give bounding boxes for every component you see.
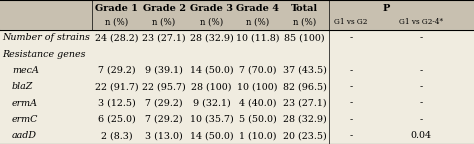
Text: 9 (32.1): 9 (32.1) [192,99,230,108]
Text: G1 vs G2: G1 vs G2 [334,18,367,26]
Text: 22 (91.7): 22 (91.7) [95,82,138,91]
Text: Number of strains: Number of strains [2,33,90,42]
Text: 28 (100): 28 (100) [191,82,232,91]
Text: 0.04: 0.04 [410,131,431,140]
Text: -: - [419,33,422,42]
Text: 3 (13.0): 3 (13.0) [145,131,183,140]
Text: 10 (35.7): 10 (35.7) [190,115,233,124]
Text: n (%): n (%) [293,18,317,27]
Text: 22 (95.7): 22 (95.7) [142,82,186,91]
Text: -: - [419,66,422,75]
Text: 23 (27.1): 23 (27.1) [142,33,186,42]
Text: 20 (23.5): 20 (23.5) [283,131,327,140]
Text: -: - [419,82,422,91]
Bar [0,0,474,30]
Text: 24 (28.2): 24 (28.2) [95,33,138,42]
Text: 3 (12.5): 3 (12.5) [98,99,136,108]
Text: mecA: mecA [12,66,39,75]
Text: 7 (70.0): 7 (70.0) [238,66,276,75]
Text: 9 (39.1): 9 (39.1) [145,66,183,75]
Text: 14 (50.0): 14 (50.0) [190,131,233,140]
Text: n (%): n (%) [105,18,128,27]
Text: Grade 3: Grade 3 [190,4,233,13]
Text: n (%): n (%) [200,18,223,27]
Text: 28 (32.9): 28 (32.9) [283,115,327,124]
Text: 23 (27.1): 23 (27.1) [283,99,327,108]
Text: 14 (50.0): 14 (50.0) [190,66,233,75]
Text: 7 (29.2): 7 (29.2) [145,99,183,108]
Text: aadD: aadD [12,131,37,140]
Text: 85 (100): 85 (100) [284,33,325,42]
Text: n (%): n (%) [152,18,176,27]
Text: -: - [349,66,352,75]
Text: -: - [349,82,352,91]
Text: -: - [349,131,352,140]
Text: -: - [349,99,352,108]
Text: 1 (10.0): 1 (10.0) [238,131,276,140]
Text: 7 (29.2): 7 (29.2) [98,66,136,75]
Bar [0,30,474,144]
Text: 5 (50.0): 5 (50.0) [238,115,276,124]
Text: ermC: ermC [12,115,38,124]
Text: ermA: ermA [12,99,38,108]
Text: -: - [419,115,422,124]
Text: Total: Total [291,4,319,13]
Text: 4 (40.0): 4 (40.0) [238,99,276,108]
Text: 28 (32.9): 28 (32.9) [190,33,233,42]
Text: 10 (100): 10 (100) [237,82,278,91]
Text: Grade 4: Grade 4 [236,4,279,13]
Text: Grade 1: Grade 1 [95,4,138,13]
Text: blaZ: blaZ [12,82,33,91]
Text: -: - [349,33,352,42]
Text: Grade 2: Grade 2 [143,4,185,13]
Text: G1 vs G2-4*: G1 vs G2-4* [399,18,443,26]
Text: 10 (11.8): 10 (11.8) [236,33,279,42]
Text: 6 (25.0): 6 (25.0) [98,115,136,124]
Text: 2 (8.3): 2 (8.3) [101,131,132,140]
Text: 7 (29.2): 7 (29.2) [145,115,183,124]
Text: n (%): n (%) [246,18,269,27]
Text: Resistance genes: Resistance genes [2,50,86,59]
Text: 37 (43.5): 37 (43.5) [283,66,327,75]
Text: -: - [349,115,352,124]
Text: 82 (96.5): 82 (96.5) [283,82,327,91]
Text: P: P [382,4,390,13]
Text: -: - [419,99,422,108]
